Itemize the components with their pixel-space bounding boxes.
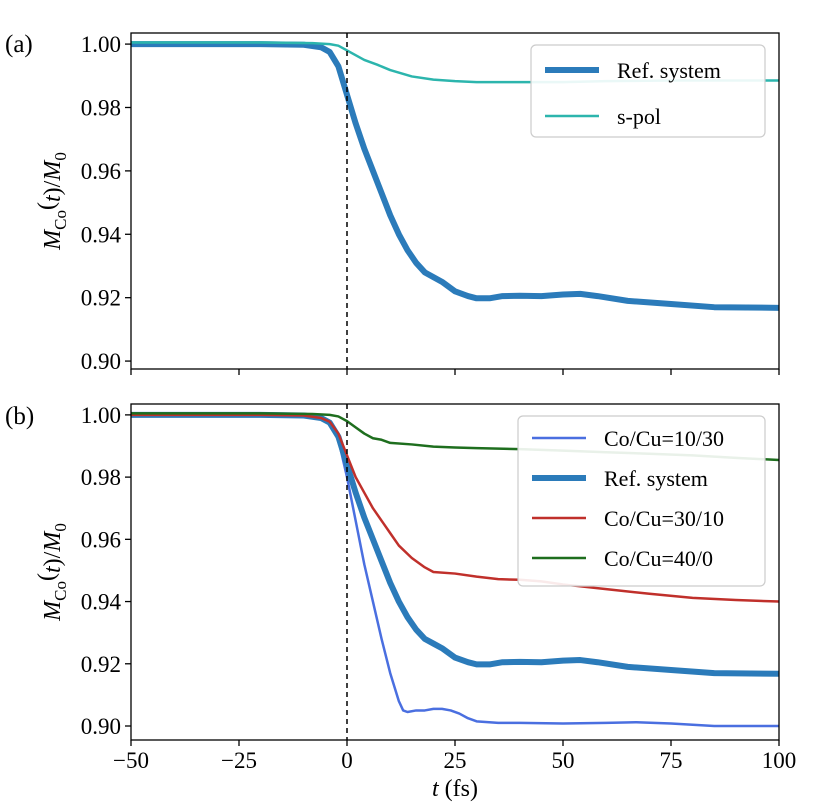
y-axis-title-part: ( (34, 202, 60, 210)
legend: Co/Cu=10/30 Ref. system Co/Cu=30/10 Co/Cu=4… (517, 415, 766, 587)
series-line-ref-system (131, 41, 779, 311)
y-tick-label: 1.00 (81, 32, 121, 57)
y-tick-label: 0.94 (81, 222, 122, 247)
x-tick-label: 75 (660, 748, 683, 773)
x-tick-label: −25 (221, 748, 257, 773)
y-axis-title-part: t (40, 194, 66, 202)
y-tick-label: 0.90 (81, 714, 121, 739)
series-line-ref-system (131, 411, 779, 677)
y-axis-title-part: M (40, 530, 66, 553)
x-tick-label: 50 (552, 748, 575, 773)
y-tick-label: 0.90 (81, 349, 121, 374)
y-tick-label: 0.98 (81, 465, 121, 490)
y-axis-title-part: 0 (51, 523, 70, 532)
x-axis-title: t (fs) (432, 776, 478, 802)
x-axis-title-unit: (fs) (439, 776, 478, 802)
x-tick-label: 25 (444, 748, 467, 773)
legend-label: Co/Cu=10/30 (604, 426, 724, 451)
y-axis-title-part: Co (51, 581, 70, 601)
legend-label: Co/Cu=40/0 (604, 546, 713, 571)
y-axis-title-part: M (40, 159, 66, 182)
x-tick-label: −50 (113, 748, 149, 773)
y-axis-title: MCo(t)/M0 (34, 152, 70, 251)
panel-label: (b) (5, 403, 34, 430)
y-axis-title-part: ( (34, 573, 60, 581)
legend-label: Ref. system (604, 466, 708, 491)
legend: Ref. system s-pol (530, 44, 766, 138)
y-axis-title-part: )/ (40, 180, 66, 195)
y-tick-label: 0.94 (81, 590, 122, 615)
y-axis-title-part: M (40, 599, 66, 622)
legend-box (517, 415, 766, 587)
y-axis-title-part: Co (51, 210, 70, 230)
y-tick-label: 0.96 (81, 159, 121, 184)
x-tick-label: 0 (341, 748, 353, 773)
legend-label: Ref. system (617, 58, 721, 83)
y-axis-title-part: )/ (40, 551, 66, 566)
y-axis-title: MCo(t)/M0 (34, 523, 70, 622)
x-tick-label: 100 (762, 748, 797, 773)
y-tick-label: 0.98 (81, 95, 121, 120)
panel-label: (a) (5, 31, 33, 58)
panel-b: 0.90 0.92 0.94 0.96 0.98 1.00 −50 −25 0 25 50 75 100… (5, 403, 796, 802)
y-tick-label: 0.96 (81, 527, 121, 552)
series-line-co-cu-30-10 (131, 413, 779, 603)
y-tick-label: 0.92 (81, 286, 121, 311)
y-tick-label: 0.92 (81, 652, 121, 677)
x-axis-title-var: t (432, 776, 440, 802)
panel-a: 0.900.920.940.960.981.00(a)MCo(t)/M0Ref.… (5, 31, 780, 375)
legend-label: Co/Cu=30/10 (604, 506, 724, 531)
y-axis-title-part: t (40, 565, 66, 573)
y-tick-label: 1.00 (81, 403, 121, 428)
y-axis-title-part: 0 (51, 152, 70, 161)
legend-label: s-pol (617, 104, 661, 129)
y-axis-title-part: M (40, 228, 66, 251)
